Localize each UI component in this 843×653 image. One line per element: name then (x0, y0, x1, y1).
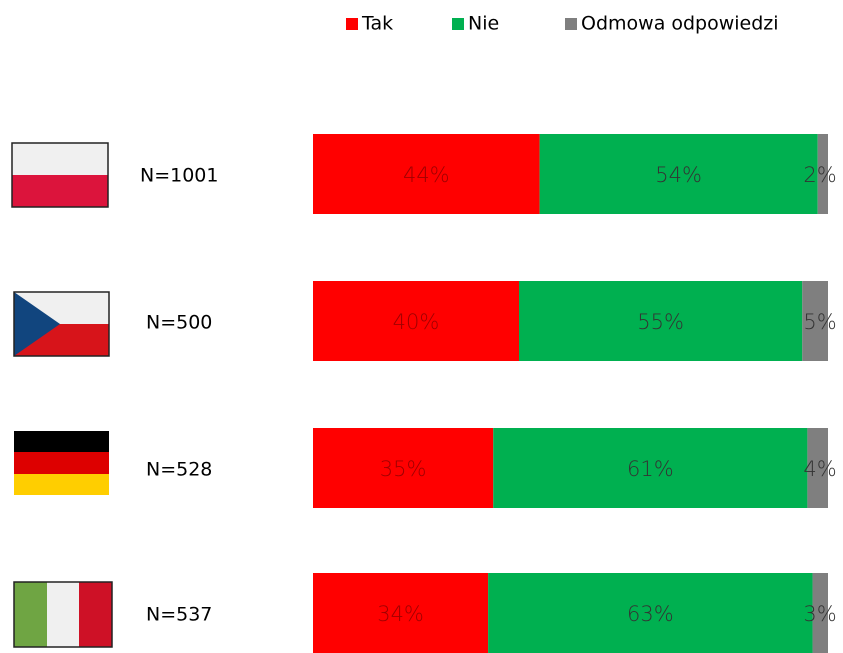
value-label: 34% (377, 602, 424, 626)
value-label: 63% (627, 602, 674, 626)
value-label: 40% (393, 310, 440, 334)
flag-poland (11, 142, 109, 208)
flag-germany (14, 431, 109, 495)
legend-label: Nie (468, 13, 499, 35)
category-label: N=500 (146, 312, 212, 334)
legend-label: Odmowa odpowiedzi (581, 13, 779, 35)
bar-segment (313, 573, 489, 653)
value-label: 54% (655, 163, 702, 187)
value-label: 5% (803, 310, 836, 334)
bar-segment (313, 428, 494, 508)
value-label: 3% (803, 602, 836, 626)
flag-italy (13, 581, 113, 648)
legend-swatch (452, 18, 464, 30)
bar-segment (313, 134, 540, 214)
category-label: N=537 (146, 604, 212, 626)
bar-segment (493, 428, 808, 508)
category-label: N=1001 (140, 165, 219, 187)
bar-segment (807, 428, 828, 508)
bar-segment (519, 281, 803, 361)
value-label: 55% (637, 310, 684, 334)
bar-segment (488, 573, 813, 653)
bar-segment (802, 281, 828, 361)
flag-czech (13, 291, 110, 357)
value-label: 61% (627, 457, 674, 481)
legend-swatch (565, 18, 577, 30)
value-label: 35% (380, 457, 427, 481)
bar-segment (812, 573, 828, 653)
value-label: 2% (803, 163, 836, 187)
value-label: 44% (403, 163, 450, 187)
bar-segment (313, 281, 519, 361)
bar-segment (539, 134, 818, 214)
bar-segment (817, 134, 828, 214)
legend-swatch (346, 18, 358, 30)
value-label: 4% (803, 457, 836, 481)
category-label: N=528 (146, 459, 212, 481)
legend-label: Tak (361, 13, 393, 35)
